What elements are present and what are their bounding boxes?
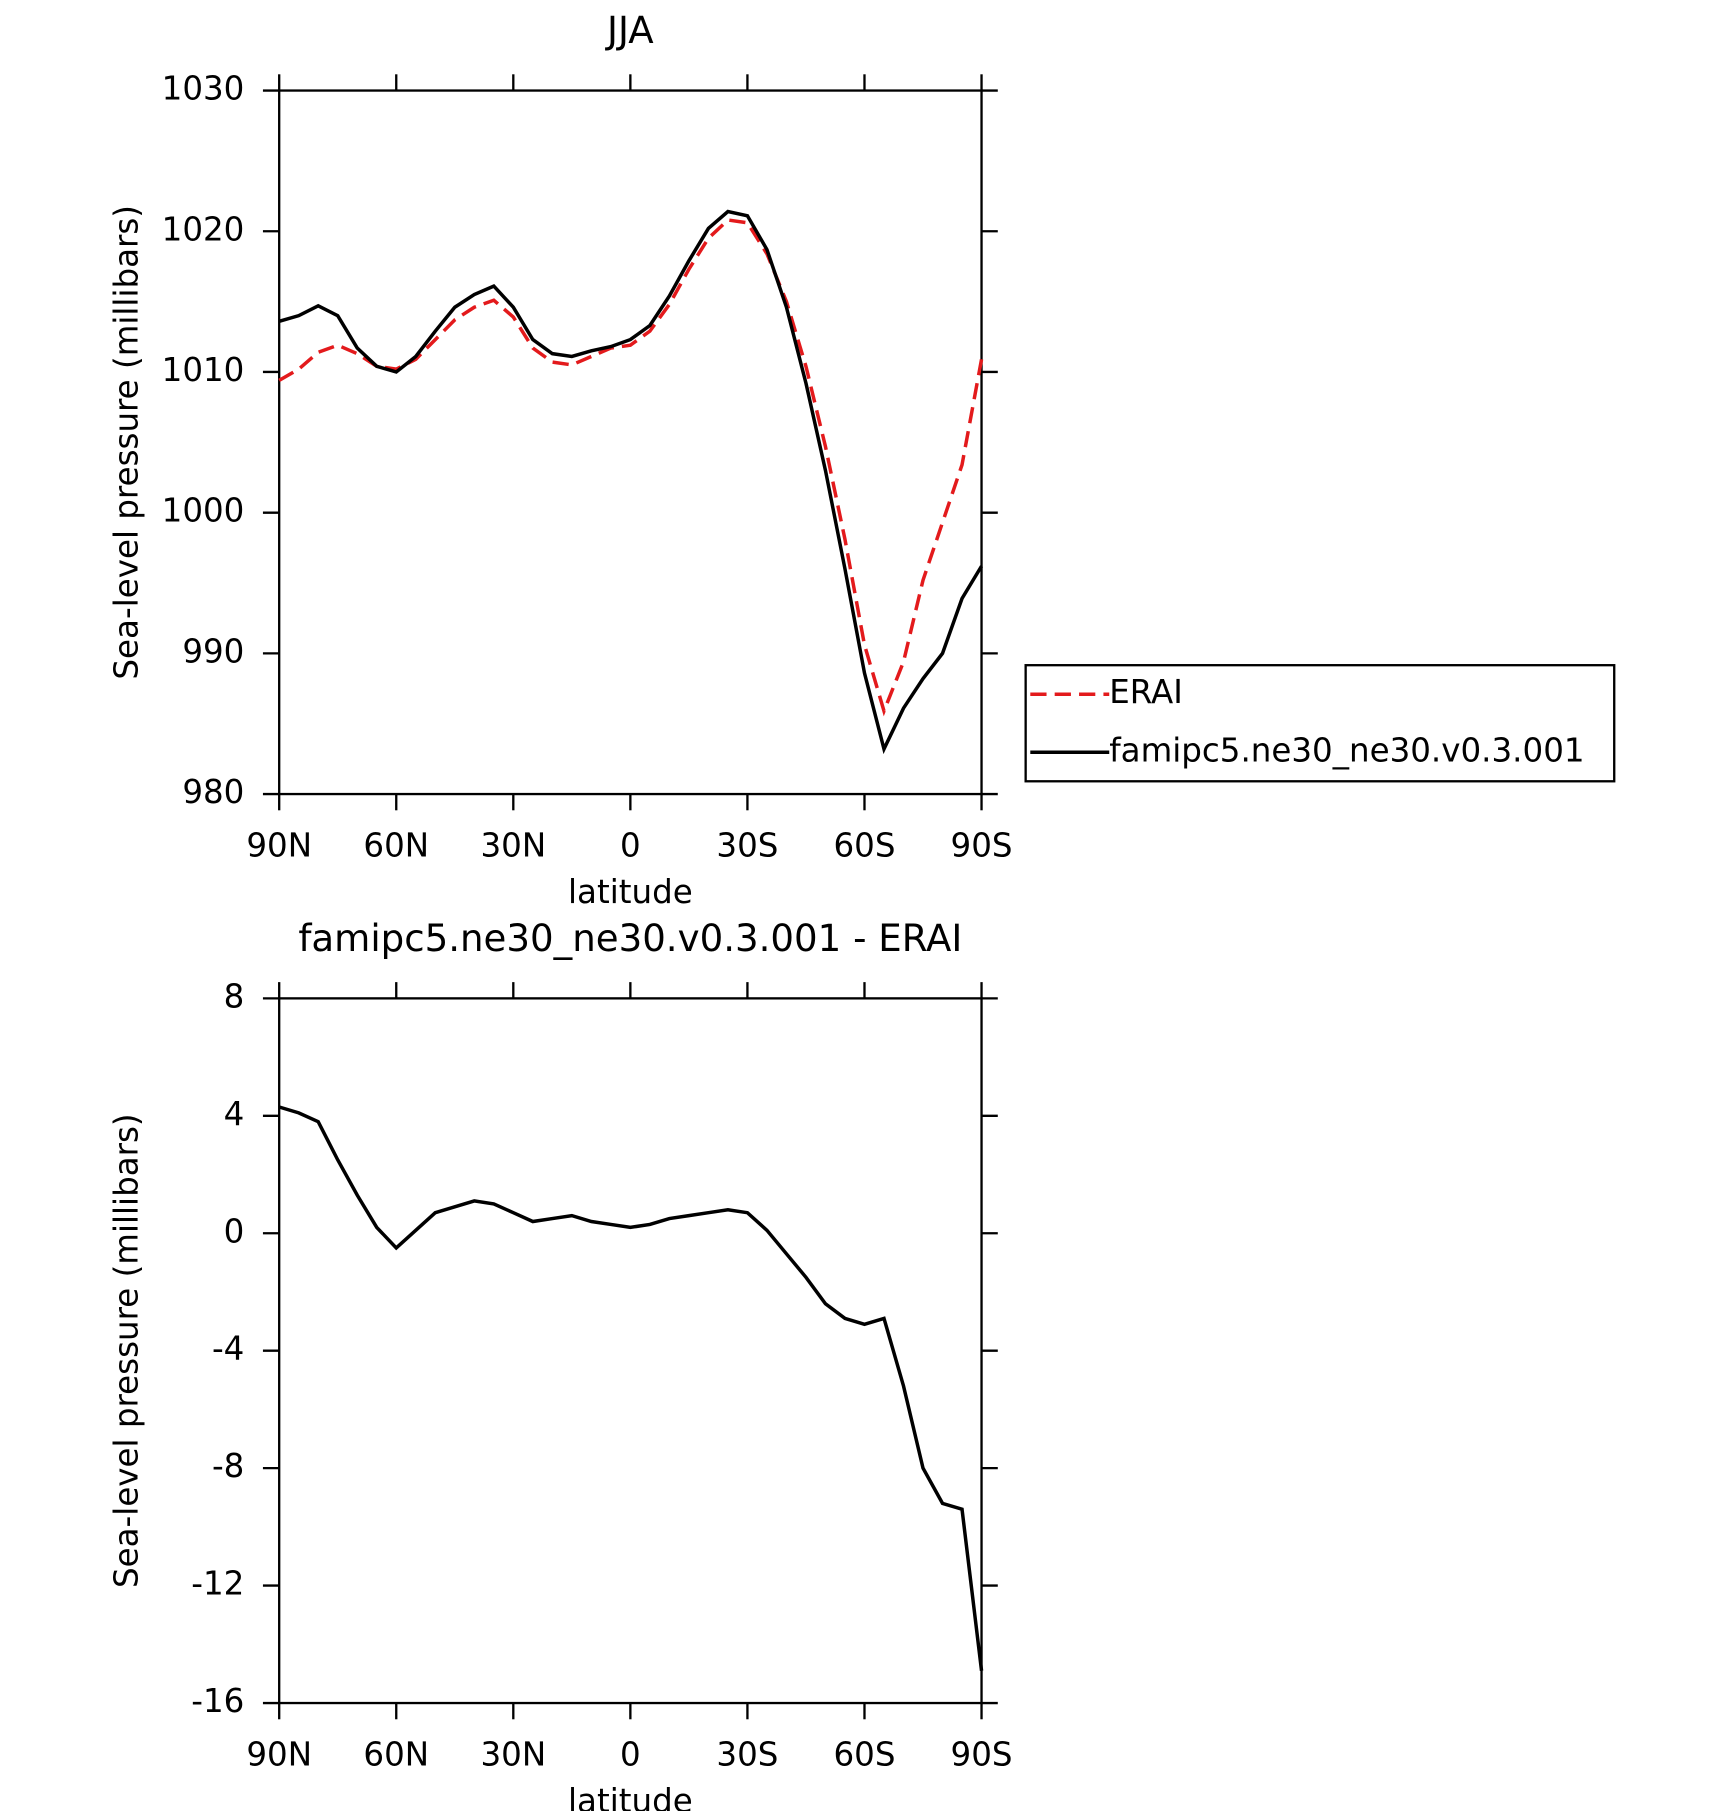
y-tick-label: -12 <box>191 1565 244 1603</box>
y-tick-label: 0 <box>224 1212 245 1250</box>
y-tick-label: 1010 <box>162 351 245 389</box>
legend-label: famipc5.ne30_ne30.v0.3.001 <box>1109 731 1584 769</box>
x-axis-label: latitude <box>568 873 693 911</box>
x-tick-label: 60S <box>833 1735 895 1773</box>
y-axis-label: Sea-level pressure (millibars) <box>107 1113 145 1588</box>
x-tick-label: 90N <box>246 826 312 864</box>
y-axis-label: Sea-level pressure (millibars) <box>107 205 145 680</box>
y-tick-label: 990 <box>182 632 244 670</box>
x-tick-label: 60N <box>363 826 429 864</box>
data-line <box>278 1105 984 1671</box>
plot-frame <box>278 89 983 796</box>
legend-box <box>1024 664 1616 783</box>
x-tick-label: 0 <box>620 826 641 864</box>
y-tick-label: 1030 <box>162 70 245 108</box>
data-line <box>278 218 984 717</box>
x-tick-label: 90N <box>246 1735 312 1773</box>
x-tick-label: 30N <box>480 826 546 864</box>
x-tick-label: 30S <box>716 1735 778 1773</box>
legend-label: ERAI <box>1109 673 1183 711</box>
x-axis-label: latitude <box>568 1782 693 1811</box>
x-tick-label: 60S <box>833 826 895 864</box>
y-tick-label: -8 <box>212 1447 244 1485</box>
y-tick-label: 980 <box>182 773 244 811</box>
y-tick-label: -16 <box>191 1682 244 1720</box>
y-tick-label: 8 <box>224 977 245 1015</box>
y-tick-label: -4 <box>212 1330 244 1368</box>
y-tick-label: 4 <box>224 1095 245 1133</box>
x-tick-label: 30S <box>716 826 778 864</box>
y-tick-label: 1000 <box>162 492 245 530</box>
x-tick-label: 90S <box>951 1735 1013 1773</box>
y-tick-label: 1020 <box>162 210 245 248</box>
plot-frame <box>278 997 983 1705</box>
x-tick-label: 90S <box>951 826 1013 864</box>
x-tick-label: 60N <box>363 1735 429 1773</box>
data-line <box>278 209 984 755</box>
chart-title: JJA <box>605 9 654 52</box>
chart-title: famipc5.ne30_ne30.v0.3.001 - ERAI <box>298 917 962 960</box>
x-tick-label: 30N <box>480 1735 546 1773</box>
x-tick-label: 0 <box>620 1735 641 1773</box>
